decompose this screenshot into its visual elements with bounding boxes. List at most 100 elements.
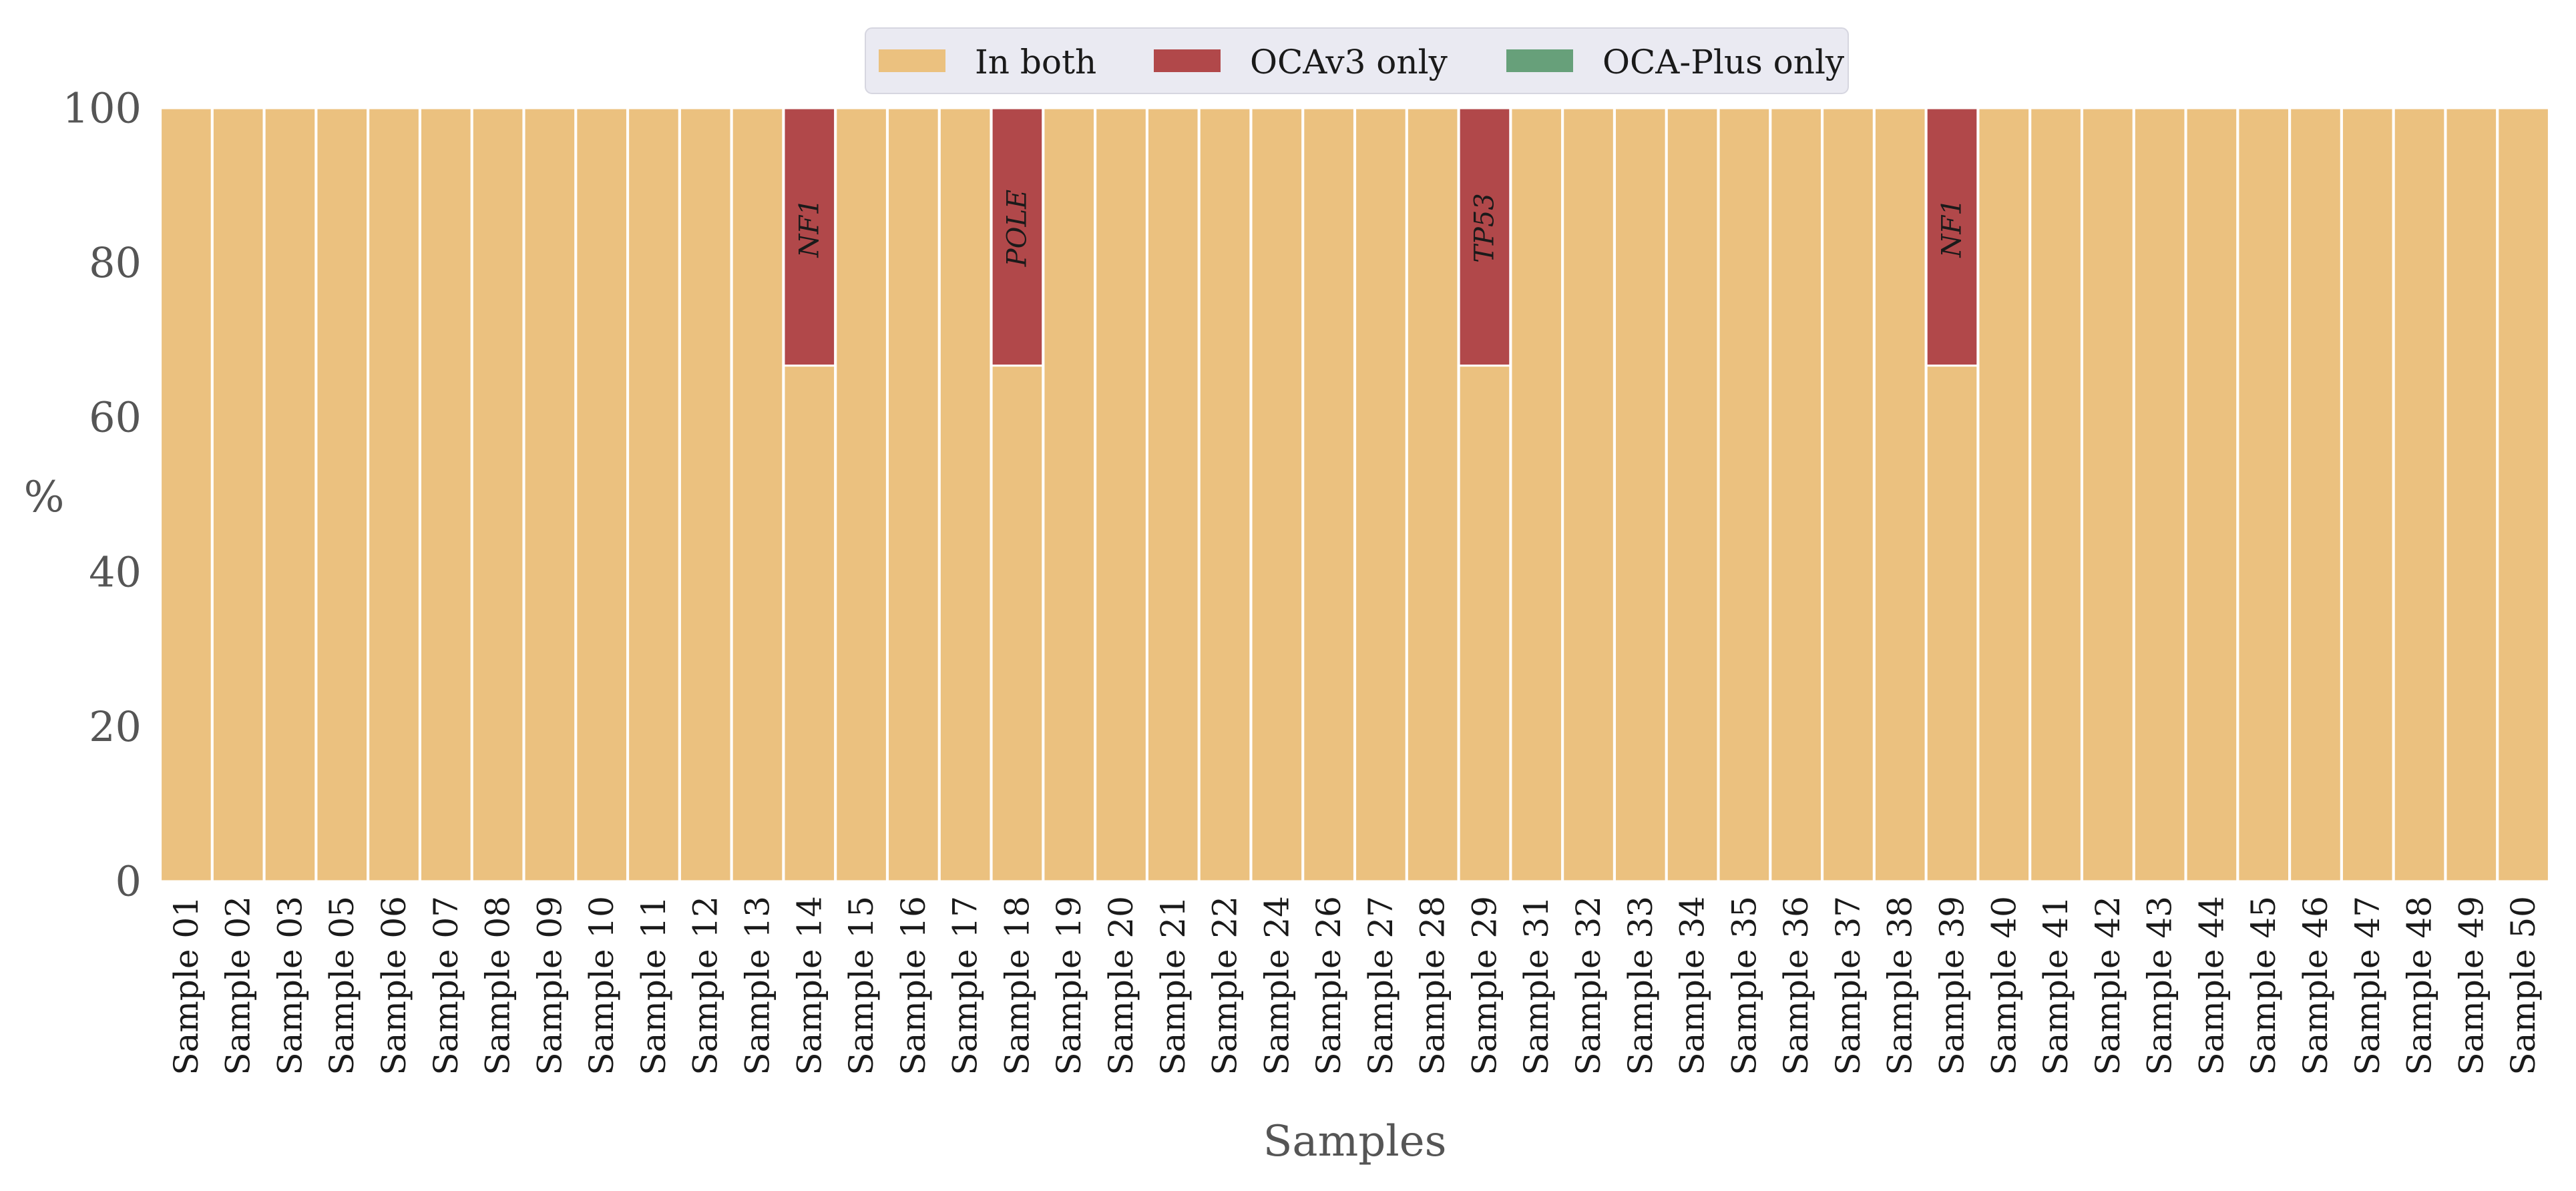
legend-label: OCA-Plus only [1602,43,1845,81]
y-tick-label: 0 [116,857,142,906]
bar-segment [2444,107,2499,883]
x-tick-label: Sample 50 [2504,896,2543,1076]
x-tick-label: Sample 34 [1673,896,1712,1076]
x-tick-label: Sample 12 [686,896,725,1076]
legend-swatch [1154,49,1221,72]
legend-label: OCAv3 only [1250,43,1448,81]
x-tick-label: Sample 21 [1154,896,1193,1076]
x-tick-label: Sample 44 [2192,896,2231,1076]
bar-segment [835,107,888,883]
bar-segment [315,107,369,883]
x-tick-label: Sample 15 [842,896,881,1076]
bar-segment [627,107,680,883]
bar-segment [1250,107,1304,883]
x-tick-label: Sample 17 [946,896,985,1076]
bar-segment [2029,107,2083,883]
x-tick-label: Sample 26 [1309,896,1348,1076]
y-axis: 0 20 40 60 80 100 [63,84,142,906]
x-tick-label: Sample 18 [998,896,1036,1076]
bar-segment [2133,107,2187,883]
bar-segment [1406,107,1460,883]
bar-segment [990,107,1044,367]
bar-segment [419,107,473,883]
x-tick-label: Sample 46 [2296,896,2335,1076]
x-tick-label: Sample 49 [2452,896,2491,1076]
bar-segment [1717,107,1771,883]
bar-segment [783,365,837,883]
bar-segment [1354,107,1408,883]
x-tick-label: Sample 40 [1984,896,2023,1076]
bar-segment [1302,107,1355,883]
bar-segment [1094,107,1148,883]
y-tick-label: 80 [89,238,142,287]
bar-segment [2340,107,2394,883]
bar-segment [1562,107,1615,883]
bar-segment [1042,107,1096,883]
bar-segment [2185,107,2239,883]
bar-segment [160,107,213,883]
bar-segment [1977,107,2031,883]
y-tick-label: 60 [89,393,142,442]
x-tick-label: Sample 37 [1829,896,1868,1076]
x-axis-label: Samples [1263,1117,1447,1166]
x-tick-label: Sample 19 [1050,896,1088,1076]
x-tick-label: Sample 48 [2400,896,2439,1076]
x-tick-label: Sample 29 [1465,896,1504,1076]
x-tick-label: Sample 11 [634,896,673,1076]
y-tick-label: 40 [89,547,142,596]
bar-segment [1665,107,1719,883]
x-tick-label: Sample 06 [375,896,413,1076]
bar-segment [575,107,628,883]
bar-segment [1510,107,1564,883]
bar-segment [1925,107,1979,367]
bar-segment [1458,107,1512,367]
bar-segment [523,107,577,883]
bar-segment [2289,107,2342,883]
bar-segment [1769,107,1823,883]
legend-swatch [879,49,945,72]
bar-annotations: NF1 POLE TP53 NF1 [794,190,1967,267]
x-tick-label: Sample 45 [2244,896,2283,1076]
x-tick-label: Sample 01 [167,896,206,1076]
x-tick-label: Sample 28 [1414,896,1452,1076]
bar-segment [730,107,785,883]
bar-segment [887,107,940,883]
x-tick-label: Sample 27 [1361,896,1400,1076]
x-tick-label: Sample 32 [1569,896,1608,1076]
bar-segment [2392,107,2446,883]
x-tick-label: Sample 16 [894,896,933,1076]
legend-box [865,27,1849,94]
bar-annotation: POLE [1002,190,1032,267]
bar-segment [1821,107,1875,883]
y-tick-label: 100 [63,84,142,133]
bar-segment [471,107,525,883]
x-tick-label: Sample 39 [1933,896,1972,1076]
x-tick-label: Sample 13 [738,896,777,1076]
x-tick-label: Sample 09 [530,896,569,1076]
bar-segment [938,107,992,883]
bar-segment [678,107,732,883]
x-tick-label: Sample 38 [1881,896,1920,1076]
x-tick-label: Sample 05 [323,896,361,1076]
x-tick-label: Sample 43 [2141,896,2179,1076]
bar-segment [1198,107,1252,883]
legend-label: In both [975,43,1096,81]
x-tick-label: Sample 33 [1621,896,1660,1076]
x-tick-label: Sample 14 [790,896,829,1076]
bar-annotation: NF1 [794,198,825,258]
legend: In both OCAv3 only OCA-Plus only [865,27,1849,94]
bar-segment [2081,107,2135,883]
x-tick-label: Sample 35 [1725,896,1763,1076]
bar-segment [263,107,317,883]
y-axis-label: % [24,473,65,522]
x-tick-label: Sample 36 [1777,896,1815,1076]
bar-segment [211,107,265,883]
x-tick-label: Sample 03 [270,896,309,1076]
x-tick-label: Sample 07 [427,896,465,1076]
x-tick-label: Sample 41 [2036,896,2075,1076]
bar-annotation: NF1 [1937,198,1968,258]
x-tick-label: Sample 42 [2089,896,2127,1076]
x-tick-label: Sample 02 [219,896,258,1076]
